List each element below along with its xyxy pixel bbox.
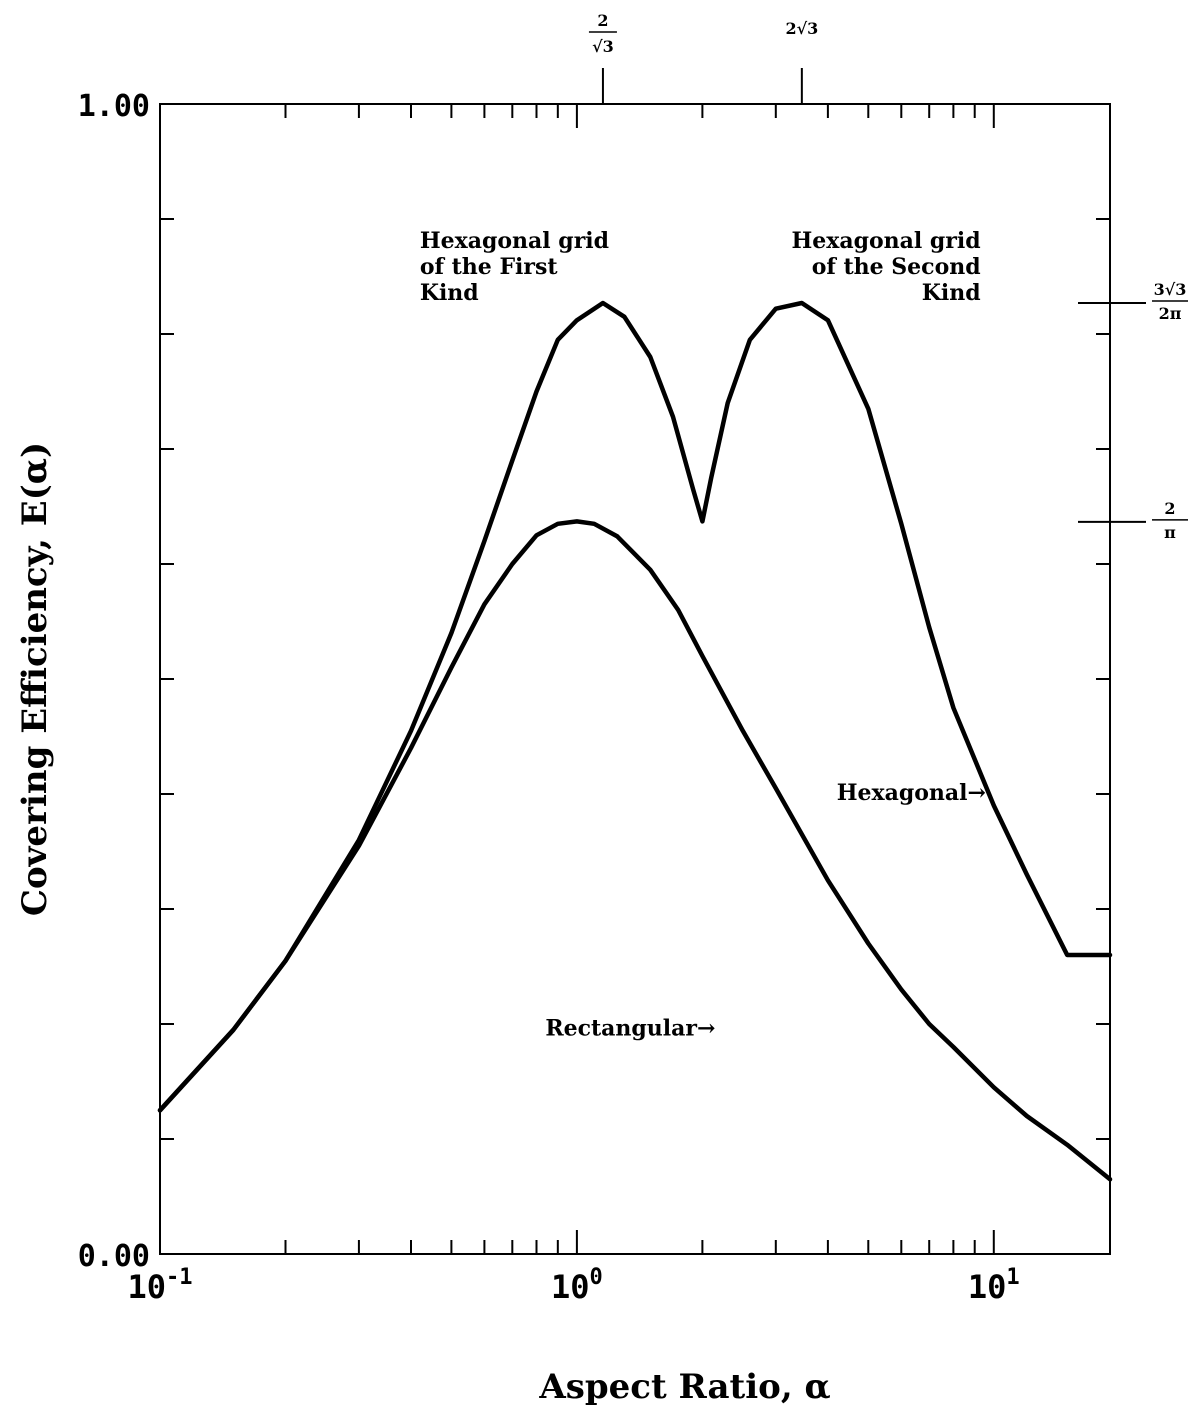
annotation-text: of the First bbox=[420, 254, 559, 280]
annotation-text: Hexagonal→ bbox=[837, 780, 986, 806]
top-marker-label: √3 bbox=[592, 37, 614, 56]
x-axis-label: Aspect Ratio, α bbox=[538, 1367, 830, 1407]
right-marker-label: 3√3 bbox=[1154, 280, 1187, 299]
right-marker-label: π bbox=[1164, 523, 1176, 542]
right-marker-label: 2 bbox=[1164, 499, 1175, 518]
annotation-text: of the Second bbox=[812, 254, 981, 280]
axis-ticks bbox=[159, 103, 1110, 1255]
right-marker-label: 2π bbox=[1159, 304, 1182, 323]
annotation-text: Hexagonal grid bbox=[791, 228, 980, 254]
annotation-text: Kind bbox=[922, 280, 981, 306]
x-tick-label: 10-1 bbox=[127, 1265, 192, 1306]
x-tick-label: 101 bbox=[968, 1265, 1020, 1306]
annotation-text: Rectangular→ bbox=[545, 1016, 715, 1042]
x-tick-label: 100 bbox=[551, 1265, 603, 1306]
y-axis-label: Covering Efficiency, E(α) bbox=[15, 442, 55, 916]
y-tick-label: 1.00 bbox=[78, 89, 150, 124]
annotation-text: Kind bbox=[420, 280, 479, 306]
top-marker-label: 2 bbox=[597, 11, 608, 30]
top-marker-label: 2√3 bbox=[785, 19, 818, 38]
y-tick-label: 0.00 bbox=[78, 1239, 150, 1274]
series-layer bbox=[157, 300, 1113, 1182]
series-line-hexagonal bbox=[157, 300, 1113, 1113]
annotation-text: Hexagonal grid bbox=[420, 228, 609, 254]
series-line-rectangular bbox=[157, 519, 1113, 1182]
